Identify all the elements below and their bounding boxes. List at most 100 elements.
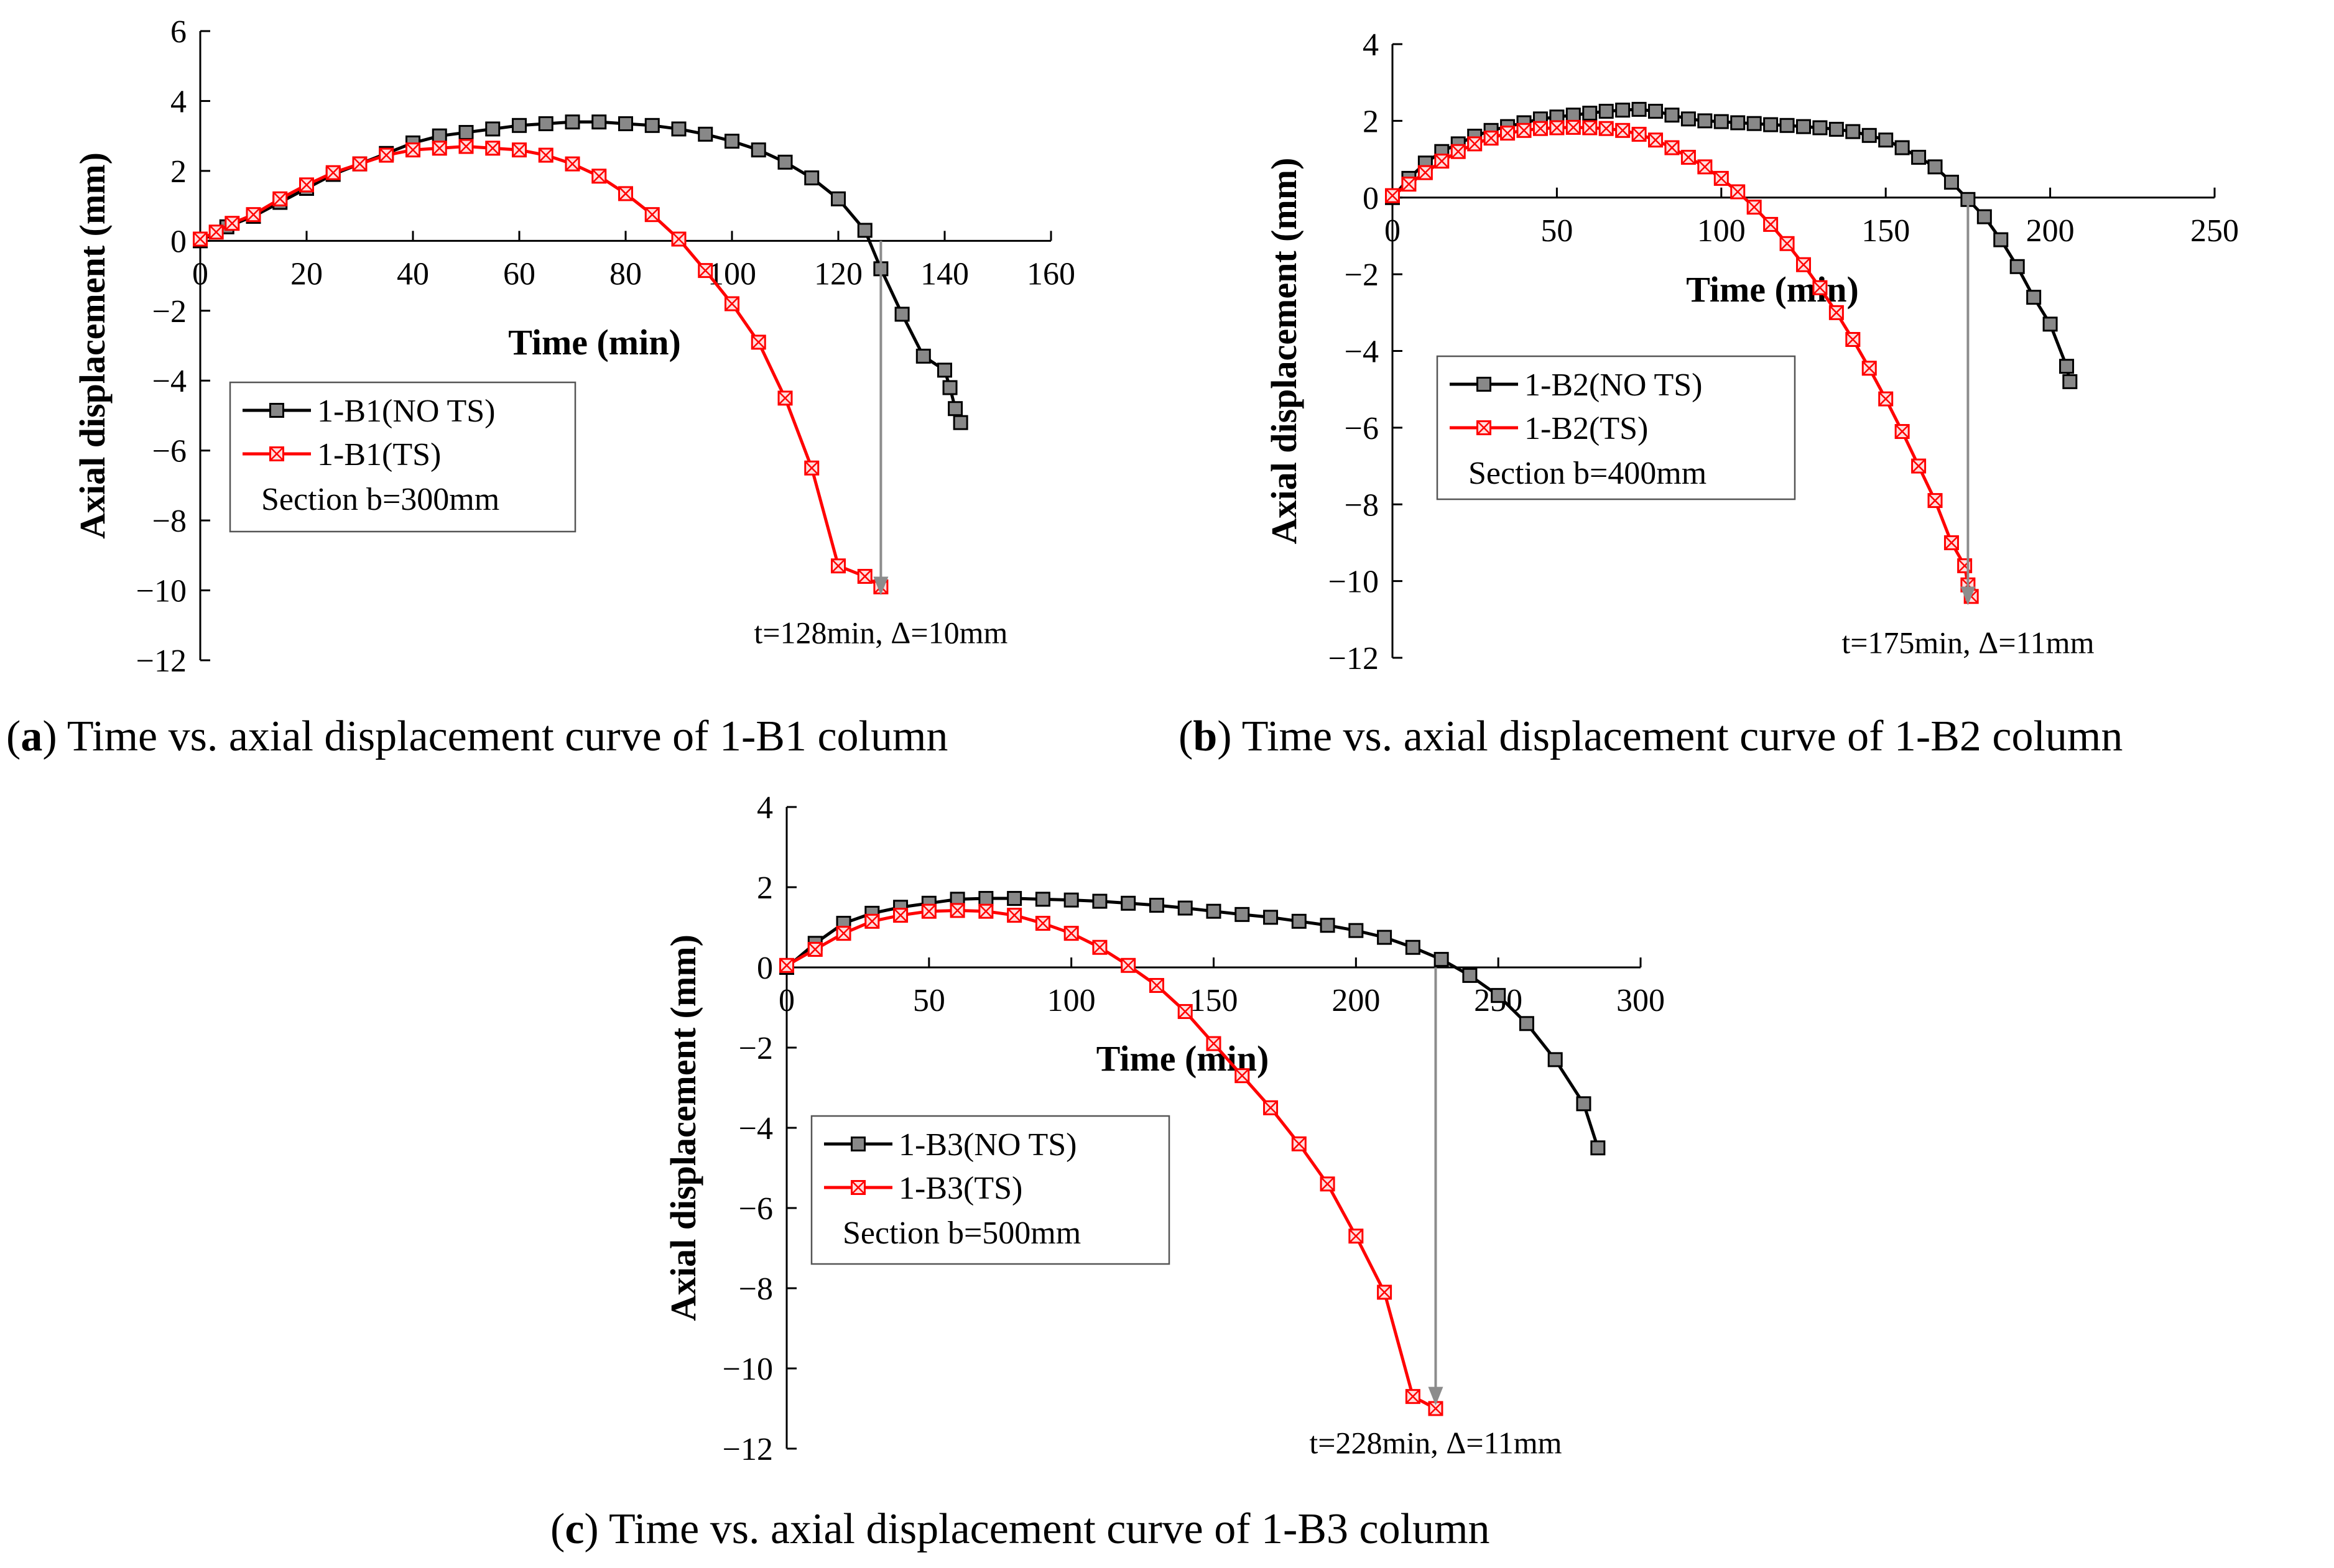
legend-marker-1 — [1476, 377, 1491, 392]
y-tick-label: −12 — [723, 1432, 773, 1467]
data-point — [1927, 493, 1943, 509]
data-point-cross — [751, 334, 766, 349]
legend-note: Section b=400mm — [1468, 456, 1707, 491]
data-point — [1713, 114, 1729, 129]
data-point — [1063, 892, 1079, 908]
data-point-cross — [1566, 120, 1581, 135]
data-point — [942, 380, 958, 395]
data-point — [1149, 978, 1164, 994]
data-point — [2042, 316, 2058, 332]
data-point — [272, 191, 288, 206]
data-point — [458, 139, 474, 154]
data-point — [225, 216, 240, 231]
data-point — [1547, 1052, 1563, 1068]
data-point — [1582, 120, 1598, 136]
data-point — [1894, 424, 1910, 440]
legend-marker-1 — [851, 1137, 866, 1151]
y-tick-label: −2 — [152, 294, 187, 330]
data-point — [591, 168, 607, 184]
data-point — [1405, 1389, 1420, 1404]
data-point — [1549, 120, 1565, 136]
data-point — [671, 121, 687, 137]
data-point — [857, 569, 873, 584]
data-point-cross — [1517, 123, 1531, 138]
data-point-cross — [326, 165, 341, 180]
data-point-cross — [1582, 121, 1597, 135]
data-point-cross — [779, 958, 794, 973]
y-tick-label: −6 — [152, 434, 187, 469]
data-point-cross — [1500, 126, 1515, 141]
data-point — [698, 126, 713, 142]
data-point-cross — [299, 177, 314, 192]
data-point-cross — [1632, 127, 1646, 142]
data-point — [1035, 916, 1050, 931]
y-tick-label: 4 — [1363, 27, 1379, 63]
y-tick-label: −8 — [152, 504, 187, 539]
data-point-cross — [1429, 1401, 1443, 1416]
y-tick-label: 2 — [170, 154, 187, 190]
y-tick-label: 0 — [757, 951, 773, 986]
data-point — [1035, 892, 1050, 907]
data-point — [1943, 175, 1959, 190]
data-point — [565, 114, 580, 130]
data-point-cross — [485, 141, 500, 155]
data-point-cross — [1292, 1137, 1307, 1151]
data-point — [618, 116, 633, 131]
y-tick-label: 4 — [170, 84, 187, 119]
data-point — [1348, 923, 1364, 938]
legend-label-1: 1-B2(NO TS) — [1524, 367, 1702, 403]
data-point-cross — [1550, 121, 1564, 135]
data-point-cross — [1648, 132, 1663, 147]
data-point — [698, 263, 713, 279]
data-point — [1582, 106, 1598, 121]
data-point — [458, 125, 474, 141]
x-tick-label: 0 — [779, 983, 795, 1018]
data-point — [1828, 121, 1844, 137]
data-point-cross — [1895, 424, 1910, 439]
data-point — [1828, 305, 1844, 320]
data-point — [831, 558, 846, 574]
data-point-cross — [645, 207, 660, 222]
data-point-cross — [1007, 908, 1022, 923]
data-point-cross — [512, 142, 527, 157]
data-point-cross — [1377, 1285, 1392, 1299]
data-point-cross — [1599, 121, 1614, 136]
data-point — [1648, 132, 1664, 148]
legend-marker-2 — [269, 446, 284, 461]
data-point-cross — [1402, 177, 1416, 191]
data-point — [208, 224, 224, 240]
data-point — [1878, 132, 1894, 148]
data-point — [1092, 893, 1108, 909]
data-point — [2062, 374, 2078, 389]
x-tick-label: 250 — [2190, 213, 2239, 249]
x-tick-label: 40 — [397, 256, 429, 292]
y-axis-title: Axial displacement (mm) — [663, 934, 703, 1321]
x-tick-label: 100 — [708, 256, 756, 292]
data-point — [1121, 895, 1136, 911]
x-tick-label: 200 — [2026, 213, 2075, 249]
data-point-cross — [950, 903, 965, 918]
data-point-cross — [1928, 493, 1942, 508]
data-point-cross — [1747, 200, 1762, 214]
data-point — [779, 957, 794, 973]
data-point — [591, 114, 607, 130]
data-point-cross — [1615, 123, 1630, 138]
data-point — [1911, 458, 1927, 474]
series-markers-1 — [779, 891, 1606, 1156]
y-tick-label: −8 — [1345, 487, 1379, 523]
data-point-cross — [1533, 121, 1548, 136]
data-point — [894, 307, 910, 322]
data-point-cross — [698, 263, 713, 278]
data-point — [1631, 101, 1647, 117]
y-tick-label: −6 — [1345, 411, 1379, 446]
data-point — [1401, 177, 1417, 192]
legend-marker-2-cross — [1476, 420, 1491, 435]
data-point-cross — [1796, 257, 1811, 272]
data-point-cross — [804, 461, 819, 476]
data-point — [1433, 952, 1449, 967]
data-point — [857, 223, 873, 238]
x-tick-label: 160 — [1027, 256, 1075, 292]
data-point-cross — [379, 148, 394, 162]
data-point — [565, 156, 580, 172]
